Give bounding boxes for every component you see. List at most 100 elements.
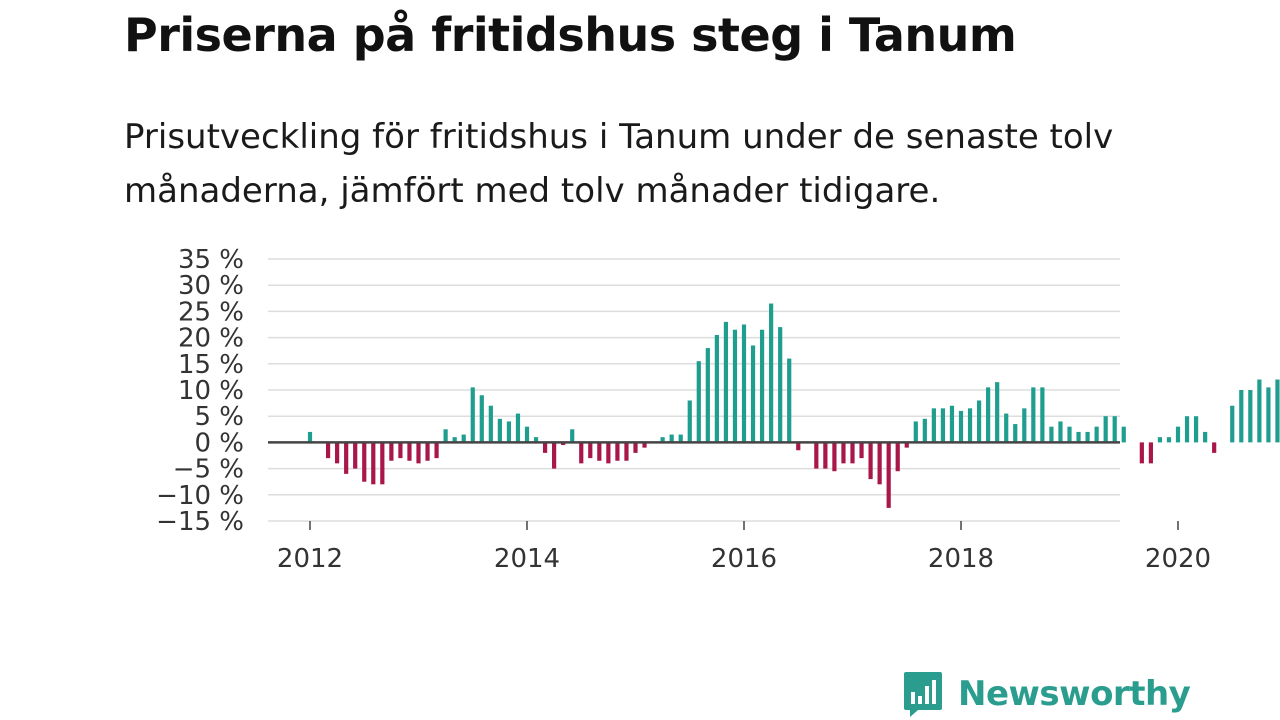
bar: [732, 329, 738, 443]
bar: [1230, 405, 1235, 443]
bar: [488, 405, 493, 443]
bar: [533, 437, 539, 443]
bar: [814, 442, 819, 469]
bar: [479, 395, 484, 443]
bar: [967, 408, 973, 443]
y-tick-label: 35 %: [178, 245, 244, 275]
grid-layer: [268, 258, 1120, 522]
bar: [1040, 387, 1045, 443]
bar: [353, 442, 358, 469]
bar: [1085, 431, 1090, 443]
bar: [1275, 379, 1280, 443]
bar: [579, 442, 584, 464]
bar: [1248, 390, 1253, 443]
bar: [416, 442, 421, 464]
bar: [380, 442, 385, 485]
y-tick-label: 20 %: [178, 324, 244, 354]
bar: [1049, 426, 1054, 443]
bar: [850, 442, 855, 464]
bar: [976, 400, 982, 443]
bar: [1193, 416, 1199, 443]
y-tick-label: 0 %: [194, 428, 244, 458]
bar: [1058, 421, 1063, 443]
bar: [552, 442, 557, 469]
bar: [1103, 416, 1108, 443]
y-tick-label: 30 %: [178, 271, 244, 301]
bar: [1112, 416, 1117, 443]
newsworthy-logo-icon: [904, 672, 942, 717]
bar: [1266, 387, 1271, 443]
bar: [1076, 431, 1081, 443]
bar: [1184, 416, 1190, 443]
bar: [660, 437, 665, 443]
bar: [669, 434, 674, 443]
bar: [750, 345, 756, 443]
bar: [325, 442, 331, 459]
y-tick-label: −15 %: [156, 507, 244, 537]
bar: [1257, 379, 1262, 443]
bar: [796, 442, 801, 451]
bar: [344, 442, 349, 474]
bar: [515, 413, 521, 443]
bar: [1175, 426, 1181, 443]
y-tick-label: 5 %: [194, 402, 244, 432]
y-tick-label: 10 %: [178, 376, 244, 406]
bar: [778, 327, 783, 443]
y-tick-label: −10 %: [156, 481, 244, 511]
bar: [1139, 442, 1144, 464]
bar: [570, 429, 575, 443]
bar: [642, 442, 647, 448]
bar: [506, 421, 512, 443]
axis-layer: 35 %30 %25 %20 %15 %10 %5 %0 %−5 %−10 %−…: [156, 245, 1211, 574]
bar: [886, 442, 891, 508]
bar: [705, 348, 710, 443]
bar: [633, 442, 638, 453]
bar: [624, 442, 629, 461]
x-tick-label: 2016: [711, 544, 777, 574]
bar: [398, 442, 403, 459]
bar: [913, 421, 918, 443]
bar: [787, 358, 792, 443]
bar: [606, 442, 611, 464]
bar: [1166, 437, 1172, 443]
bar: [723, 321, 729, 443]
bar: [895, 442, 900, 472]
bar: [741, 324, 747, 443]
newsworthy-logo-text: Newsworthy: [958, 674, 1191, 714]
bar: [425, 442, 430, 461]
bar: [1121, 426, 1126, 443]
bar: [461, 434, 466, 443]
newsworthy-logo: Newsworthy: [902, 670, 1191, 718]
y-tick-label: 25 %: [178, 297, 244, 327]
chart-subtitle: Prisutveckling för fritidshus i Tanum un…: [124, 117, 1114, 211]
bar: [1239, 390, 1244, 443]
bar: [497, 418, 502, 443]
bar: [1067, 426, 1072, 443]
y-tick-label: 15 %: [178, 350, 244, 380]
bar: [940, 408, 946, 443]
bar: [832, 442, 837, 472]
bar: [542, 442, 548, 453]
bar: [687, 400, 692, 443]
bar: [1212, 442, 1217, 453]
bar: [949, 405, 955, 443]
bar: [1031, 387, 1036, 443]
bar: [524, 426, 530, 443]
bar: [307, 431, 313, 443]
bar: [561, 442, 566, 446]
bar: [1004, 413, 1009, 443]
bar: [1157, 437, 1163, 443]
bar: [588, 442, 593, 459]
bar: [995, 382, 1000, 443]
bar: [443, 429, 448, 443]
y-tick-label: −5 %: [173, 455, 244, 485]
bar: [769, 303, 774, 443]
bar: [868, 442, 873, 480]
bar: [931, 408, 936, 443]
bar: [470, 387, 475, 443]
bar: [841, 442, 846, 464]
bar: [904, 442, 909, 448]
x-tick-label: 2020: [1145, 544, 1211, 574]
bar: [362, 442, 367, 482]
